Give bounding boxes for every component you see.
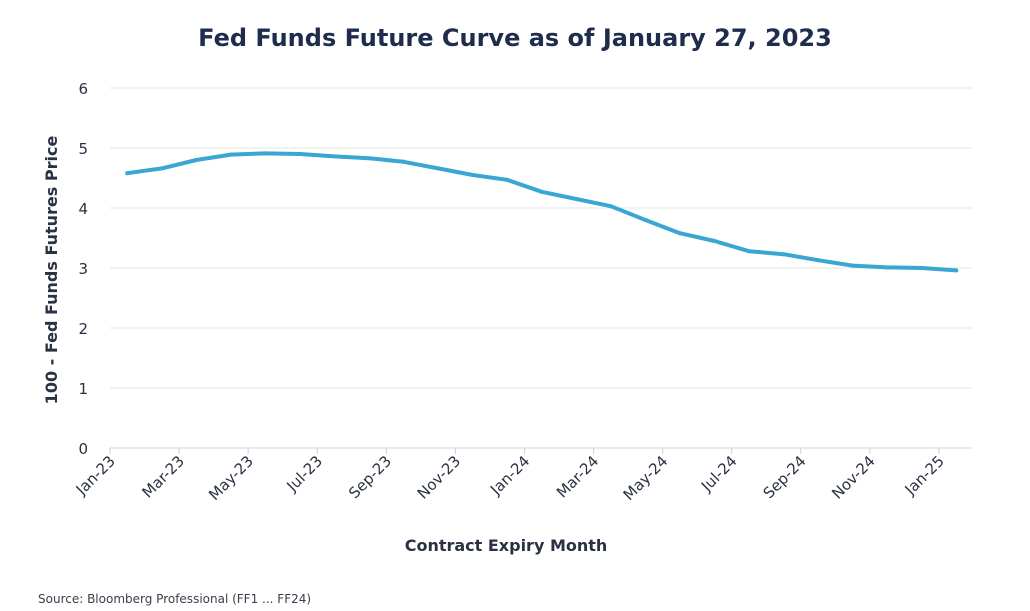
chart-title: Fed Funds Future Curve as of January 27,… xyxy=(198,24,832,52)
data-point xyxy=(608,204,613,209)
data-point xyxy=(401,159,406,164)
data-point xyxy=(470,173,475,177)
data-point xyxy=(436,166,441,171)
x-tick-label: Jan-23 xyxy=(72,452,119,499)
y-tick-label: 0 xyxy=(78,440,88,458)
data-point xyxy=(539,189,544,194)
data-point xyxy=(125,171,130,176)
x-tick-label: Sep-23 xyxy=(345,452,395,502)
data-point xyxy=(574,197,579,201)
x-tick-label: Nov-24 xyxy=(828,452,878,502)
data-point xyxy=(885,265,890,270)
y-axis-label: 100 - Fed Funds Futures Price xyxy=(42,136,61,405)
x-tick-label: Jul-24 xyxy=(697,452,741,496)
y-tick-label: 1 xyxy=(78,380,88,398)
data-point xyxy=(954,268,959,273)
x-tick-label: May-23 xyxy=(205,452,257,504)
data-point xyxy=(332,154,337,159)
data-point xyxy=(919,266,924,270)
data-point xyxy=(677,231,682,236)
x-axis-label: Contract Expiry Month xyxy=(405,536,608,555)
x-tick-label: Nov-23 xyxy=(414,452,464,502)
data-point xyxy=(816,258,821,263)
x-tick-label: May-24 xyxy=(620,452,672,504)
source-note: Source: Bloomberg Professional (FF1 ... … xyxy=(38,592,312,606)
y-tick-label: 4 xyxy=(78,200,88,218)
data-point xyxy=(159,166,164,171)
data-point xyxy=(228,152,233,157)
y-tick-label: 6 xyxy=(78,80,88,98)
x-tick-label: Mar-24 xyxy=(553,452,602,501)
data-point xyxy=(781,252,786,257)
data-point xyxy=(367,156,372,161)
data-point xyxy=(263,151,268,156)
data-point xyxy=(643,218,648,222)
x-tick-label: Mar-23 xyxy=(139,452,188,501)
data-point xyxy=(505,177,510,182)
data-point xyxy=(297,152,302,156)
data-point xyxy=(194,158,199,162)
series-line xyxy=(125,151,959,273)
data-point xyxy=(850,263,855,268)
y-tick-label: 2 xyxy=(78,320,88,338)
y-tick-label: 3 xyxy=(78,260,88,278)
data-point xyxy=(712,239,717,243)
data-point xyxy=(746,249,751,254)
x-tick-label: Jul-23 xyxy=(283,452,327,496)
x-tick-label: Jan-25 xyxy=(901,452,948,499)
y-tick-label: 5 xyxy=(78,140,88,158)
x-tick-label: Sep-24 xyxy=(760,452,810,502)
x-tick-label: Jan-24 xyxy=(486,452,533,499)
